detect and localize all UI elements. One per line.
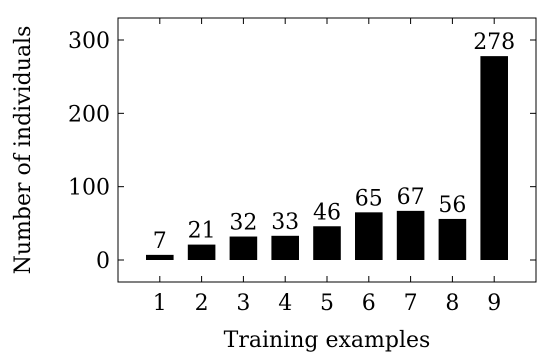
data-label-3: 32 xyxy=(229,211,257,236)
data-label-4: 33 xyxy=(271,210,299,235)
bars-group xyxy=(146,56,508,261)
bar-1 xyxy=(146,254,174,260)
data-label-9: 278 xyxy=(473,30,515,55)
data-label-8: 56 xyxy=(438,193,466,218)
y-tick-label-100: 100 xyxy=(68,176,110,201)
bar-6 xyxy=(355,212,383,260)
y-axis-label: Number of individuals xyxy=(11,26,36,275)
data-label-1: 7 xyxy=(153,229,167,254)
data-label-2: 21 xyxy=(188,219,216,244)
y-tick-label-0: 0 xyxy=(96,249,110,274)
data-label-6: 65 xyxy=(355,186,383,211)
x-tick-label-1: 1 xyxy=(153,291,167,316)
x-tick-label-7: 7 xyxy=(404,291,418,316)
bar-5 xyxy=(313,226,341,260)
data-labels-group: 7 21 32 33 46 65 67 56 278 xyxy=(153,30,515,254)
y-tick-label-200: 200 xyxy=(68,102,110,127)
x-tick-label-9: 9 xyxy=(487,291,501,316)
data-label-5: 46 xyxy=(313,200,341,225)
x-tick-label-6: 6 xyxy=(362,291,376,316)
x-tick-label-8: 8 xyxy=(445,291,459,316)
y-axis-ticks: 0 100 200 300 xyxy=(68,29,536,274)
bar-8 xyxy=(438,218,467,260)
bar-2 xyxy=(187,244,216,260)
y-tick-label-300: 300 xyxy=(68,29,110,54)
data-label-7: 67 xyxy=(397,185,425,210)
x-tick-label-5: 5 xyxy=(320,291,334,316)
x-tick-label-3: 3 xyxy=(236,291,250,316)
x-tick-label-2: 2 xyxy=(195,291,209,316)
bar-3 xyxy=(229,236,258,260)
bar-4 xyxy=(271,235,299,260)
bar-7 xyxy=(396,210,425,260)
x-axis-label: Training examples xyxy=(224,328,431,352)
bar-9 xyxy=(480,56,508,261)
x-tick-label-4: 4 xyxy=(278,291,292,316)
